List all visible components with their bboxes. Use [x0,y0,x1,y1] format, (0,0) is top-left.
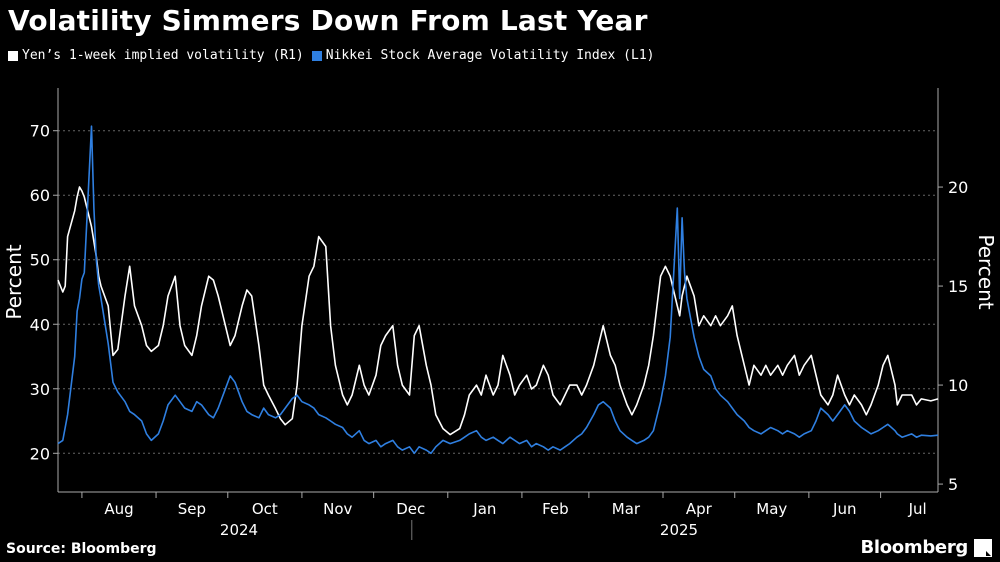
legend-label-yen: Yen’s 1-week implied volatility (R1) [22,48,304,63]
right-tick-label: 15 [948,277,968,296]
chart-legend: Yen’s 1-week implied volatility (R1) Nik… [8,48,663,63]
year-label-2024: 2024 [220,521,258,539]
x-tick-label: Jan [472,500,496,518]
bloomberg-terminal-icon [974,538,992,557]
x-tick-label: Jul [908,500,927,518]
right-tick-label: 5 [948,475,958,494]
source-note: Source: Bloomberg [6,541,157,557]
x-tick-label: Oct [252,500,278,518]
right-tick-label: 20 [948,178,968,197]
page-title: Volatility Simmers Down From Last Year [8,4,648,37]
legend-swatch-nikkei [311,50,322,61]
x-tick-label: Jun [832,500,856,518]
legend-item-yen: Yen’s 1-week implied volatility (R1) [8,48,304,63]
left-tick-label: 60 [30,186,50,205]
right-tick-label: 10 [948,376,968,395]
right-axis-title: Percent [974,234,998,309]
x-tick-label: Aug [104,500,133,518]
brand-name: Bloomberg [860,537,968,558]
legend-label-nikkei: Nikkei Stock Average Volatility Index (L… [325,48,655,63]
left-tick-label: 70 [30,122,50,141]
series-line-yen [57,186,939,436]
left-tick-label: 30 [30,380,50,399]
x-tick-label: Nov [323,500,352,518]
x-tick-label: Mar [612,500,641,518]
series-line-nikkei [57,125,939,455]
left-tick-label: 50 [30,251,50,270]
x-tick-label: May [756,500,787,518]
brand-logo: Bloomberg [860,537,992,558]
x-tick-label: Dec [396,500,425,518]
x-tick-label: Sep [178,500,206,518]
left-axis-title: Percent [2,244,26,319]
left-tick-label: 20 [30,444,50,463]
left-tick-label: 40 [30,315,50,334]
year-label-2025: 2025 [660,521,698,539]
legend-swatch-yen [8,50,18,61]
x-tick-label: Apr [686,500,713,518]
x-tick-label: Feb [542,500,569,518]
legend-item-nikkei: Nikkei Stock Average Volatility Index (L… [311,48,655,63]
